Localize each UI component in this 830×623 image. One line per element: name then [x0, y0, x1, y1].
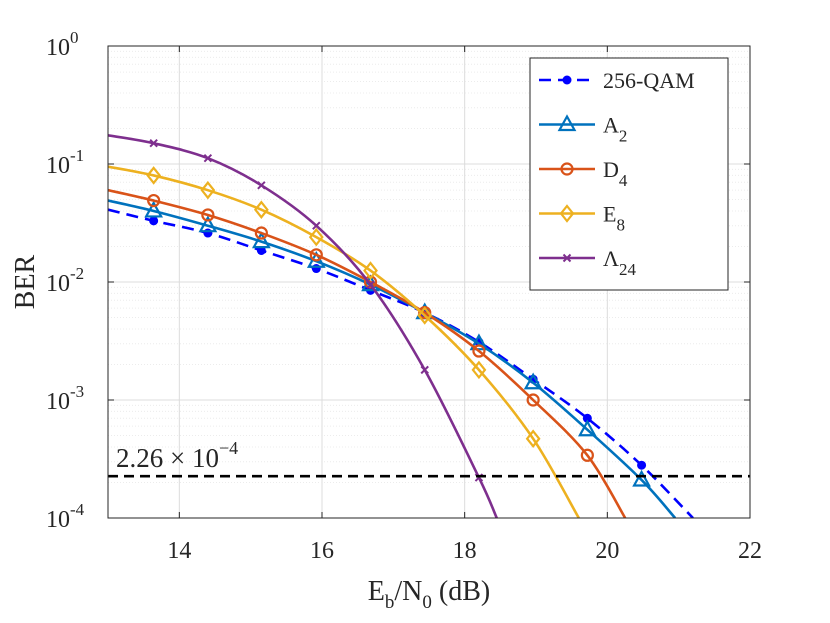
data-point — [257, 181, 266, 190]
ticks: 14 16 18 20 22 10-4 10-3 10-2 10-1 100 — [46, 28, 762, 564]
data-point — [309, 248, 323, 262]
data-point — [256, 245, 266, 255]
legend-item-E8: E8 — [539, 202, 625, 235]
y-tick-label: 10-2 — [46, 264, 84, 297]
legend: 256-QAM A2 D4 E8 Λ24 — [529, 57, 729, 291]
y-tick-label: 10-1 — [46, 146, 84, 179]
data-point — [200, 180, 216, 200]
data-point — [472, 344, 486, 358]
data-point — [201, 208, 215, 222]
data-point — [198, 215, 218, 233]
data-point — [577, 419, 597, 437]
series-line — [108, 165, 580, 518]
legend-item-256-QAM: 256-QAM — [539, 68, 695, 93]
data-point — [420, 365, 429, 375]
data-point — [147, 193, 161, 208]
data-point — [562, 253, 572, 263]
x-tick-label: 18 — [453, 538, 477, 564]
data-point — [417, 306, 433, 325]
data-point — [149, 139, 158, 148]
data-point — [146, 166, 162, 185]
data-point — [580, 448, 594, 462]
data-point — [471, 360, 487, 380]
legend-item-A2: A2 — [539, 113, 627, 146]
x-tick-label: 20 — [595, 538, 619, 564]
y-axis-label: BER — [10, 254, 41, 309]
threshold-label: 2.26 × 10−4 — [116, 438, 238, 473]
data-point — [560, 162, 574, 176]
legend-item-Λ24: Λ24 — [539, 246, 636, 279]
legend-label: A2 — [603, 113, 627, 146]
legend-label: Λ24 — [603, 246, 636, 279]
series-line — [108, 134, 498, 518]
data-point — [311, 264, 321, 274]
y-tick-label: 10-4 — [46, 500, 85, 533]
data-point — [203, 153, 213, 163]
data-point — [363, 261, 378, 280]
data-point — [469, 333, 489, 351]
data-point — [632, 469, 651, 487]
data-point — [251, 231, 271, 249]
data-point — [366, 280, 375, 289]
data-point — [203, 228, 213, 238]
data-point — [144, 200, 164, 218]
data-point — [308, 227, 324, 247]
data-point — [523, 372, 543, 390]
y-tick-label: 10-3 — [46, 382, 84, 415]
data-point — [254, 226, 268, 240]
data-point — [562, 75, 572, 85]
legend-label: D4 — [603, 157, 628, 190]
data-point — [149, 216, 159, 226]
legend-item-D4: D4 — [539, 157, 628, 190]
x-tick-label: 22 — [738, 538, 762, 564]
legend-label: E8 — [603, 202, 625, 235]
x-tick-label: 16 — [310, 538, 334, 564]
data-point — [526, 393, 540, 407]
data-point — [312, 221, 321, 230]
data-point — [253, 200, 269, 219]
y-tick-label: 100 — [46, 28, 79, 61]
data-point — [582, 413, 592, 423]
series-E8 — [108, 165, 580, 518]
data-point — [559, 204, 575, 223]
data-point — [557, 114, 577, 132]
series-layer — [108, 134, 694, 518]
x-tick-label: 14 — [167, 538, 191, 564]
series-line — [108, 188, 627, 518]
data-point — [637, 460, 647, 470]
x-axis-label: Eb/N0 (dB) — [368, 576, 490, 613]
legend-label: 256-QAM — [603, 68, 695, 93]
data-point — [525, 429, 541, 448]
